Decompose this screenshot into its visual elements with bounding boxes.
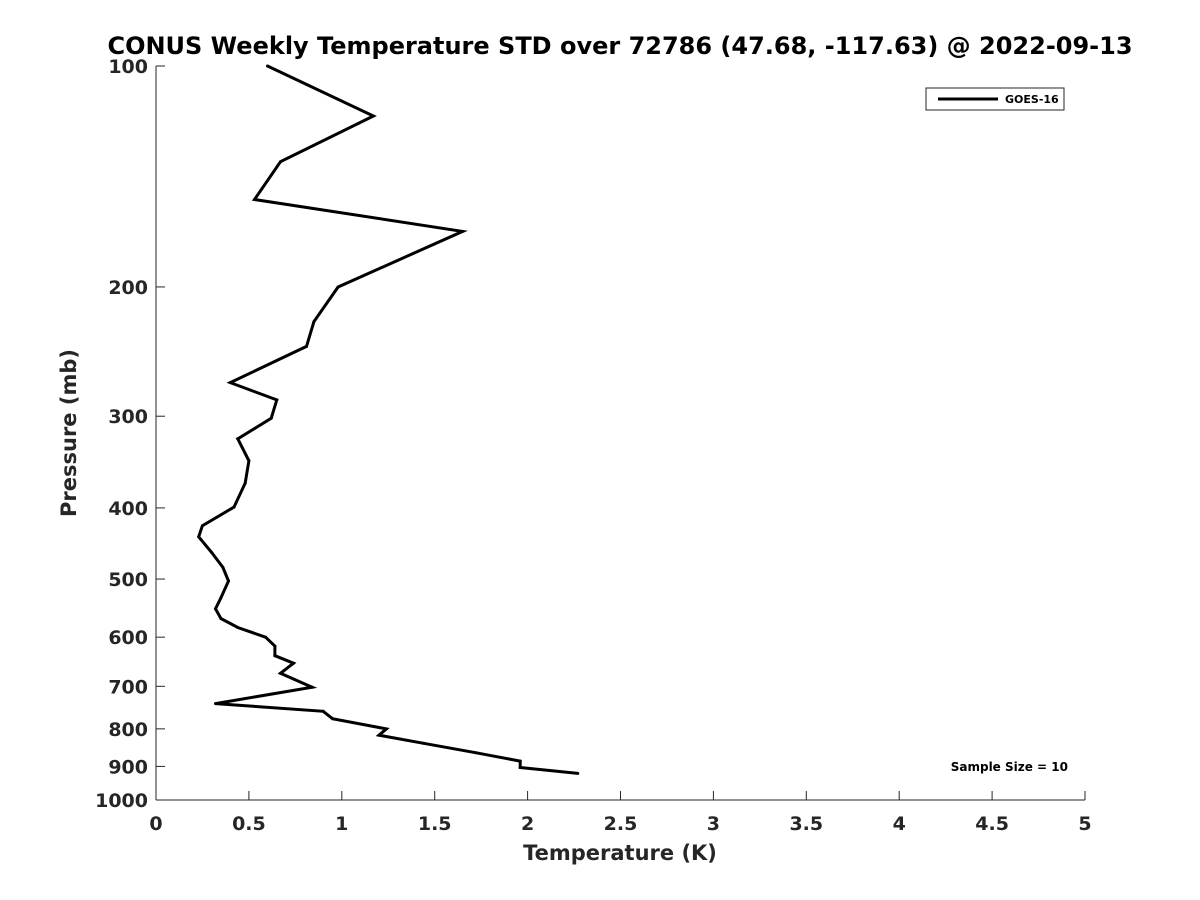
- y-tick-label: 600: [108, 627, 148, 649]
- data-point: [227, 579, 230, 583]
- series-layer: [197, 64, 580, 775]
- x-tick-label: 0.5: [232, 813, 266, 835]
- data-point: [269, 416, 273, 420]
- data-point: [292, 661, 295, 665]
- x-axis-label: Temperature (K): [523, 841, 717, 865]
- y-tick-label: 800: [108, 719, 148, 741]
- data-point: [210, 551, 214, 554]
- chart-title: CONUS Weekly Temperature STD over 72786 …: [107, 32, 1132, 60]
- x-tick-label: 2.5: [604, 813, 638, 835]
- y-tick-label: 500: [108, 569, 148, 591]
- data-point: [275, 398, 279, 402]
- series-line-goes-16: [197, 64, 578, 775]
- x-tick-label: 4.5: [975, 813, 1009, 835]
- x-ticks: 0 0.5 1 1.5 2 2.5 3 3.5 4 4.5 5: [149, 791, 1092, 835]
- data-point: [273, 654, 277, 658]
- data-point: [273, 644, 277, 648]
- data-point: [279, 160, 282, 164]
- y-tick-label: 1000: [95, 790, 148, 812]
- x-tick-label: 0: [149, 813, 162, 835]
- x-tick-label: 1.5: [418, 813, 452, 835]
- data-point: [518, 766, 522, 769]
- y-tick-label: 400: [108, 498, 148, 520]
- data-point: [576, 771, 580, 775]
- data-point: [232, 505, 236, 509]
- data-point: [312, 320, 316, 324]
- data-point: [518, 759, 522, 763]
- data-point: [336, 285, 340, 289]
- data-point: [236, 437, 240, 441]
- y-axis-label: Pressure (mb): [57, 349, 81, 517]
- data-point: [384, 727, 388, 731]
- data-point: [214, 607, 217, 611]
- legend-entry-goes-16: GOES-16: [1005, 93, 1059, 106]
- x-tick-label: 3: [707, 813, 720, 835]
- legend: GOES-16: [925, 87, 1065, 111]
- x-tick-label: 2: [521, 813, 534, 835]
- y-tick-label: 700: [108, 676, 148, 698]
- data-point: [264, 635, 268, 639]
- x-tick-label: 4: [893, 813, 906, 835]
- y-tick-label: 300: [108, 406, 148, 428]
- y-tick-label: 900: [108, 756, 148, 778]
- y-tick-label: 100: [108, 56, 148, 78]
- data-point: [228, 381, 232, 385]
- x-tick-label: 3.5: [789, 813, 823, 835]
- data-point: [474, 751, 478, 755]
- data-point: [266, 64, 269, 68]
- data-point: [422, 741, 426, 745]
- x-tick-label: 5: [1078, 813, 1091, 835]
- data-point: [310, 685, 314, 689]
- data-point: [371, 114, 375, 118]
- y-ticks: 100 200 300 400 500 600 700 800 900 1000: [95, 56, 165, 812]
- y-tick-label: 200: [108, 277, 148, 299]
- data-point: [219, 596, 223, 600]
- data-point: [219, 617, 223, 621]
- x-tick-label: 1: [335, 813, 348, 835]
- data-point: [321, 709, 325, 713]
- data-point: [243, 481, 247, 485]
- data-point: [236, 626, 240, 629]
- sample-size-annotation: Sample Size = 10: [951, 760, 1068, 774]
- data-point: [221, 565, 225, 569]
- data-point: [200, 524, 204, 528]
- data-point: [247, 459, 251, 463]
- data-point: [253, 198, 256, 201]
- data-point: [331, 717, 334, 721]
- data-point: [279, 671, 282, 675]
- data-point: [305, 344, 308, 348]
- data-point: [197, 535, 201, 539]
- data-point: [214, 702, 217, 706]
- data-point: [461, 229, 465, 233]
- data-point: [377, 733, 381, 737]
